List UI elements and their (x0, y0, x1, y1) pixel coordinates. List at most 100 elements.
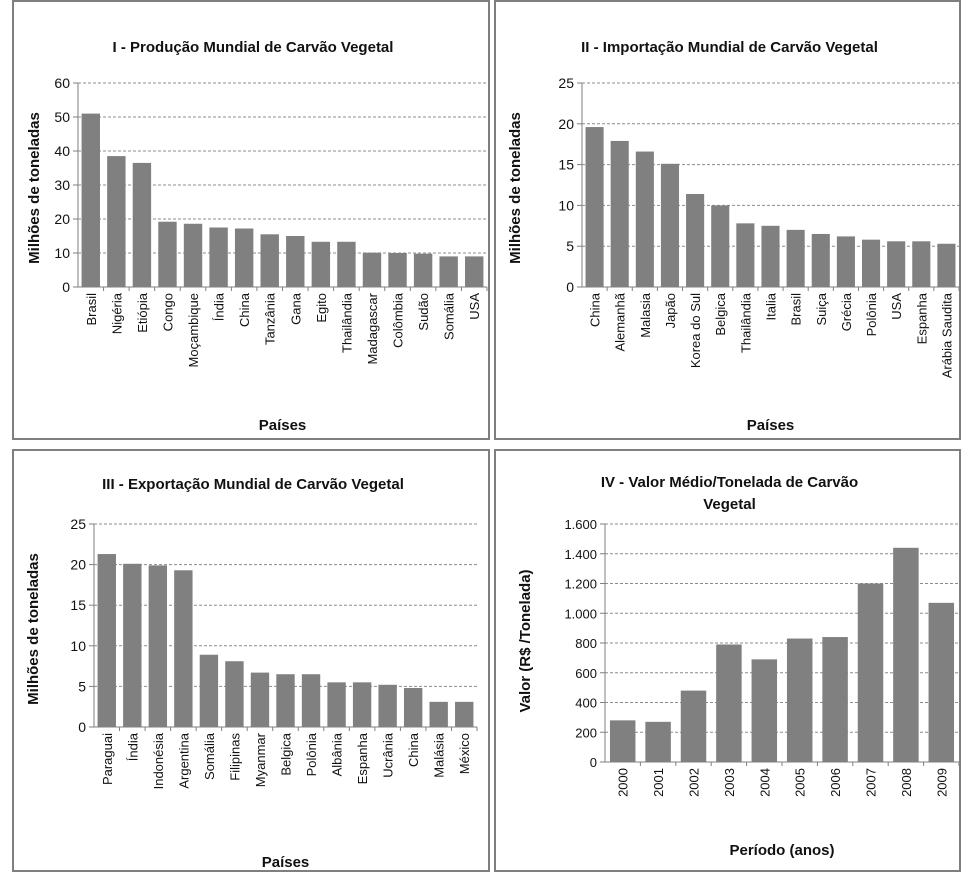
bar (132, 162, 152, 287)
x-tick-label: Somália (442, 292, 457, 340)
chart-producao: I - Produção Mundial de Carvão Vegetal 0 1… (26, 39, 488, 434)
bar (337, 241, 356, 287)
x-axis-title: Países (259, 417, 307, 434)
x-tick-label: 2001 (651, 768, 666, 797)
bar (362, 252, 382, 287)
bar (861, 239, 881, 287)
x-tick-label: 2007 (864, 768, 879, 797)
bar (234, 228, 254, 287)
bar (751, 659, 778, 762)
x-tick-label: China (237, 292, 252, 327)
bar (786, 229, 805, 287)
y-tick-label: 30 (54, 177, 70, 193)
bar (107, 156, 126, 287)
bar (174, 570, 193, 727)
x-tick-label: Polônia (864, 292, 879, 336)
bar (680, 690, 707, 762)
bar (761, 225, 780, 287)
x-axis-title: Países (262, 854, 310, 871)
y-tick-label: 20 (54, 211, 70, 227)
y-tick-label: 1.400 (564, 547, 597, 562)
bar (311, 241, 331, 287)
y-tick-label: 400 (575, 696, 597, 711)
x-axis-title: Países (747, 417, 795, 434)
x-tick-label: Korea do Sul (688, 293, 703, 368)
y-tick-label: 600 (575, 666, 597, 681)
y-tick-label: 60 (54, 75, 70, 91)
chart-valor-medio: IV - Valor Médio/Tonelada de Carvão Veget… (517, 474, 960, 859)
y-tick-label: 40 (54, 143, 70, 159)
y-tick-label: 0 (566, 279, 574, 295)
x-tick-label: Congo (160, 293, 175, 331)
x-tick-label: Brasil (84, 293, 99, 326)
bar (937, 243, 956, 287)
chart-title: II - Importação Mundial de Carvão Vegeta… (581, 39, 878, 56)
x-tick-label: Thailândia (738, 292, 753, 353)
x-tick-label: Gana (288, 292, 303, 325)
x-tick-label: 2000 (616, 768, 631, 797)
x-tick-label: USA (889, 293, 904, 320)
x-tick-label: Japão (663, 293, 678, 328)
bar (276, 674, 295, 727)
x-axis-title: Período (anos) (729, 842, 834, 859)
y-axis-title: Milhões de toneladas (25, 553, 42, 705)
y-axis-title: Milhões de toneladas (26, 112, 43, 264)
x-tick-label: Colômbia (391, 292, 406, 348)
x-tick-label: Albânia (330, 732, 345, 776)
y-tick-label: 25 (70, 516, 86, 532)
bar (887, 241, 906, 287)
x-tick-label: Madagascar (365, 292, 380, 364)
bar (327, 682, 346, 727)
x-tick-label: Paraguai (100, 733, 115, 785)
bar (736, 223, 755, 287)
x-tick-label: Alemanhã (613, 292, 628, 351)
bar (403, 688, 423, 727)
bar (439, 256, 458, 287)
x-tick-label: Italia (764, 292, 779, 320)
chart-title: I - Produção Mundial de Carvão Vegetal (113, 39, 394, 56)
y-tick-label: 15 (558, 157, 574, 173)
x-tick-label: China (406, 732, 421, 767)
bar (455, 701, 474, 727)
x-tick-label: 2009 (934, 768, 949, 797)
bar (301, 674, 321, 727)
x-tick-label: Malásia (432, 732, 447, 778)
bar (893, 547, 919, 762)
y-tick-label: 1.200 (564, 577, 597, 592)
bar (585, 127, 604, 288)
bar (836, 236, 855, 287)
x-tick-label: 2002 (687, 768, 702, 797)
x-tick-label: Indonésia (151, 732, 166, 789)
x-tick-label: Arábia Saudita (939, 292, 954, 378)
x-tick-label: 2006 (828, 768, 843, 797)
chart-panel-importacao: II - Importação Mundial de Carvão Vegeta… (494, 0, 961, 440)
bar (225, 661, 244, 727)
x-tick-label: Myanmar (253, 732, 268, 787)
bar (123, 563, 142, 727)
y-tick-label: 25 (558, 75, 574, 91)
bar (209, 227, 228, 287)
x-tick-label: Tanzânia (263, 292, 278, 345)
x-tick-label: Índia (212, 292, 227, 321)
y-tick-label: 10 (54, 245, 70, 261)
chart-title: Vegetal (703, 496, 756, 513)
bar (857, 583, 884, 762)
x-tick-label: Brasil (789, 293, 804, 326)
bar (429, 701, 448, 727)
chart-title: III - Exportação Mundial de Carvão Veget… (102, 476, 404, 493)
y-tick-label: 0 (590, 755, 597, 770)
x-tick-label: Grécia (839, 292, 854, 331)
y-tick-label: 20 (558, 116, 574, 132)
bar (609, 720, 636, 762)
x-tick-label: Sudão (416, 293, 431, 331)
x-tick-label: Argentina (176, 732, 191, 788)
x-tick-label: Polônia (304, 732, 319, 776)
y-tick-label: 10 (70, 638, 86, 654)
x-tick-label: Suiça (814, 292, 829, 325)
x-tick-label: Espanha (914, 292, 929, 344)
chart-title: IV - Valor Médio/Tonelada de Carvão (601, 474, 858, 491)
y-tick-label: 10 (558, 197, 574, 213)
bar (716, 644, 742, 762)
y-tick-label: 1.600 (564, 517, 597, 532)
bar (158, 221, 177, 287)
